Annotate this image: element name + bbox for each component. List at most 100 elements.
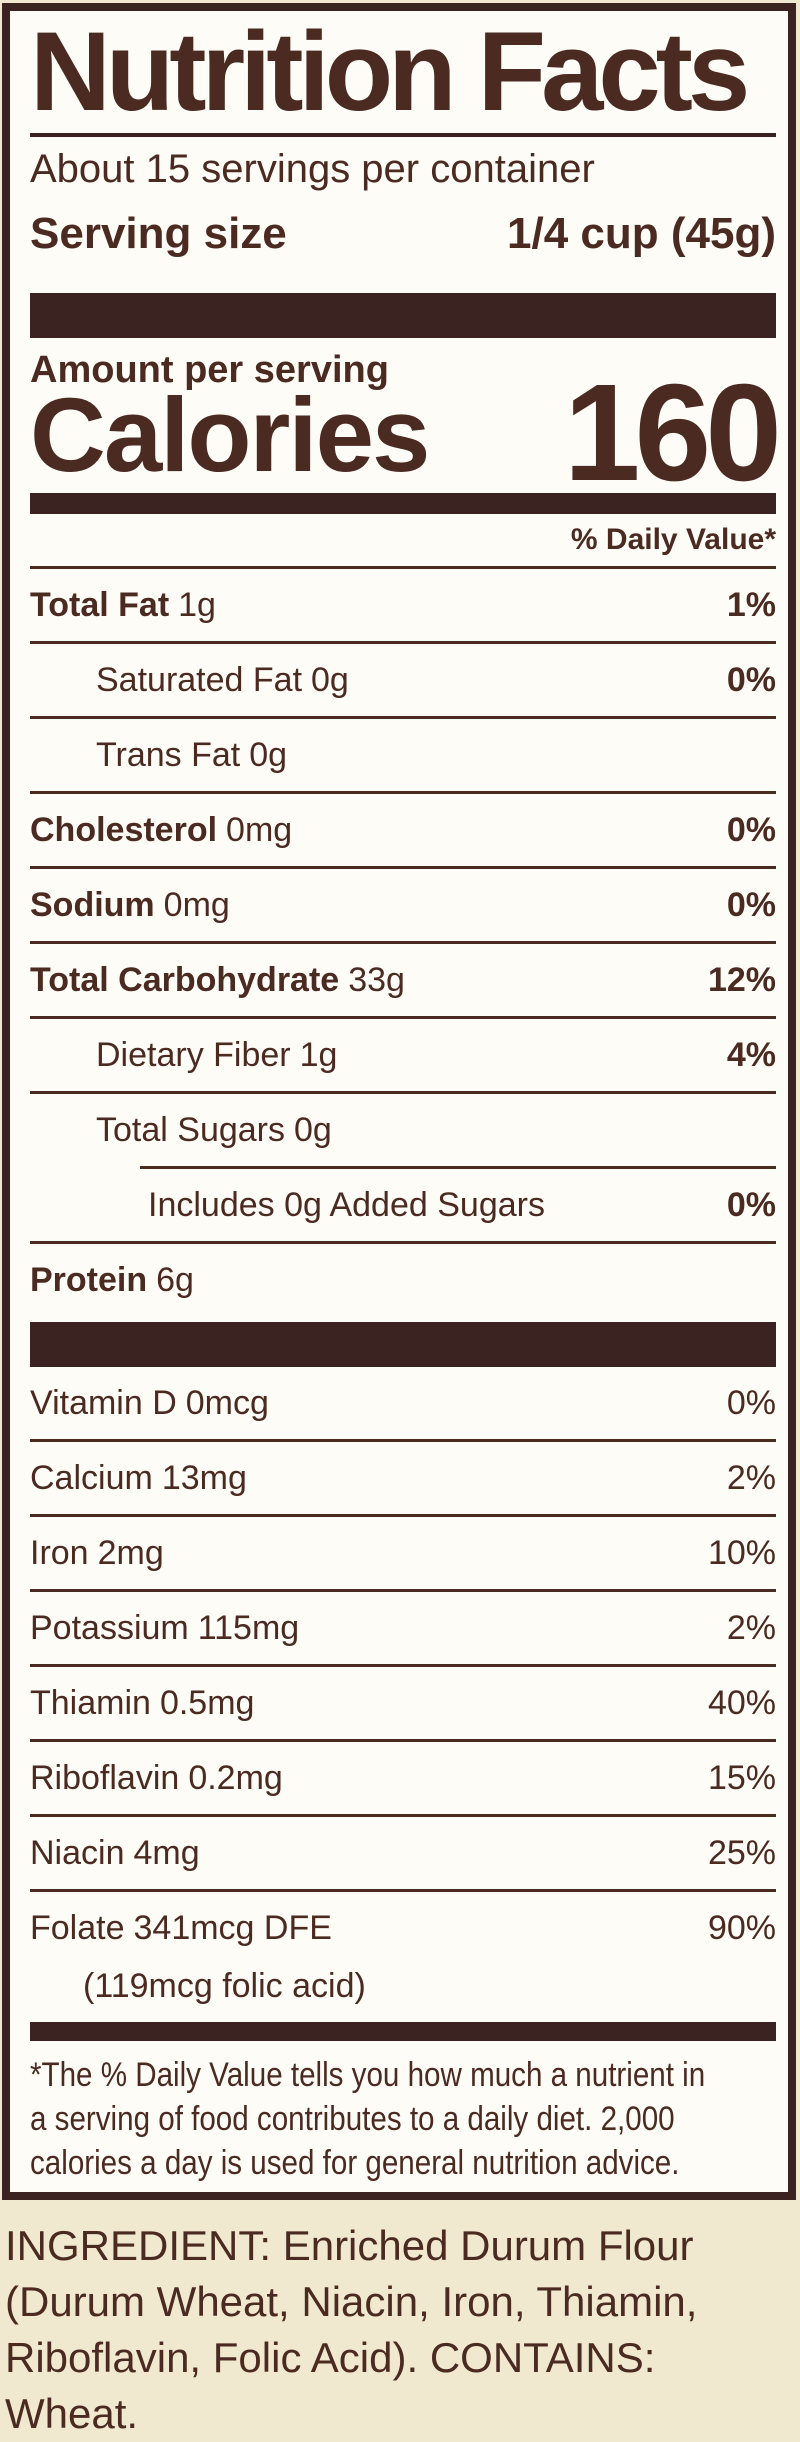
nutrient-row-dietary-fiber: Dietary Fiber 1g 4% [30, 1019, 776, 1091]
vitamin-row-iron: Iron 2mg 10% [30, 1517, 776, 1589]
ingredient-line: Wheat. [5, 2390, 139, 2437]
nutrient-name: Total Fat [30, 586, 170, 624]
nutrient-name: Sodium [30, 886, 155, 924]
daily-value-header: % Daily Value* [570, 523, 776, 556]
divider-rule [30, 1241, 776, 1244]
vitamin-row-thiamin: Thiamin 0.5mg 40% [30, 1667, 776, 1739]
vitamin-dv: 10% [707, 1534, 776, 1572]
nutrient-amount: 0g [311, 661, 349, 699]
ingredient-line: INGREDIENT: Enriched Durum Flour [5, 2222, 694, 2269]
nutrient-dv: 4% [726, 1036, 776, 1074]
vitamin-name: Potassium [30, 1609, 189, 1647]
nutrient-row-total-fat: Total Fat 1g 1% [30, 569, 776, 641]
nutrient-dv: 12% [707, 961, 776, 999]
nutrient-name: Total Sugars [96, 1111, 285, 1149]
nutrient-row-sodium: Sodium 0mg 0% [30, 869, 776, 941]
ingredient-line: Riboflavin, Folic Acid). CONTAINS: [5, 2334, 656, 2381]
vitamin-row-niacin: Niacin 4mg 25% [30, 1817, 776, 1889]
nutrient-name: Protein [30, 1261, 148, 1299]
nutrient-name: Cholesterol [30, 811, 218, 849]
vitamin-amount: 341mcg DFE [133, 1909, 332, 1947]
nutrient-row-cholesterol: Cholesterol 0mg 0% [30, 794, 776, 866]
nutrient-name: Includes 0g Added Sugars [148, 1186, 545, 1224]
vitamin-amount: 0mcg [185, 1384, 269, 1422]
vitamin-amount: 0.2mg [188, 1759, 283, 1797]
serving-size-row: Serving size 1/4 cup (45g) [30, 205, 776, 263]
nutrient-amount: 0g [294, 1111, 332, 1149]
ingredient-line: (Durum Wheat, Niacin, Iron, Thiamin, [5, 2278, 698, 2325]
vitamin-dv: 40% [707, 1684, 776, 1722]
nutrient-amount: 1g [299, 1036, 338, 1074]
divider-rule [30, 1889, 776, 1892]
divider-rule [30, 1739, 776, 1742]
vitamin-row-folate: Folate 341mcg DFE 90% [30, 1892, 776, 1964]
footnote-line: *The % Daily Value tells you how much a … [30, 2056, 706, 2094]
nutrient-row-total-sugars: Total Sugars 0g [30, 1094, 776, 1166]
nutrient-amount: 1g [178, 586, 216, 624]
divider-rule-indented [140, 1166, 776, 1169]
divider-rule [30, 1091, 776, 1094]
footnote-line: a serving of food contributes to a daily… [30, 2100, 675, 2138]
vitamin-name: Iron [30, 1534, 89, 1572]
ingredient-statement: INGREDIENT: Enriched Durum Flour (Durum … [5, 2218, 800, 2442]
calories-value: 160 [563, 356, 782, 510]
nutrient-dv: 1% [726, 586, 776, 624]
vitamin-name: Thiamin [30, 1684, 151, 1722]
divider-rule [30, 1016, 776, 1019]
nutrient-row-saturated-fat: Saturated Fat 0g 0% [30, 644, 776, 716]
nutrient-row-added-sugars: Includes 0g Added Sugars 0% [30, 1169, 776, 1241]
nutrient-row-trans-fat: Trans Fat 0g [30, 719, 776, 791]
nutrition-facts-panel: Nutrition Facts About 15 servings per co… [2, 3, 796, 2200]
nutrient-name: Saturated Fat [96, 661, 303, 699]
section-bar-medium [30, 2022, 776, 2041]
section-bar-medium [30, 493, 776, 514]
vitamin-name: Niacin [30, 1834, 125, 1872]
nutrient-row-total-carbohydrate: Total Carbohydrate 33g 12% [30, 944, 776, 1016]
vitamin-row-calcium: Calcium 13mg 2% [30, 1442, 776, 1514]
vitamin-dv: 2% [726, 1459, 776, 1497]
vitamin-amount: 2mg [97, 1534, 164, 1572]
vitamin-name: Riboflavin [30, 1759, 180, 1797]
nutrient-amount: 0g [249, 736, 288, 774]
vitamin-dv: 0% [726, 1384, 776, 1422]
divider-rule [30, 1439, 776, 1442]
folate-note: (119mcg folic acid) [83, 1967, 366, 2005]
nutrient-dv: 0% [726, 661, 776, 699]
vitamin-name: Folate [30, 1909, 125, 1947]
nutrient-amount: 33g [348, 961, 405, 999]
section-bar-thick [30, 1322, 776, 1367]
divider-rule [30, 1514, 776, 1517]
serving-size-label: Serving size [30, 209, 287, 258]
daily-value-footnote: *The % Daily Value tells you how much a … [30, 2041, 776, 2185]
nutrient-name: Dietary Fiber [96, 1036, 291, 1074]
nutrient-name: Trans Fat [96, 736, 241, 774]
vitamin-row-potassium: Potassium 115mg 2% [30, 1592, 776, 1664]
nutrient-dv: 0% [726, 886, 776, 924]
divider-rule [30, 133, 776, 137]
nutrient-amount: 0mg [163, 886, 230, 924]
section-bar-thick [30, 293, 776, 338]
vitamin-name: Vitamin D [30, 1384, 177, 1422]
divider-rule [30, 716, 776, 719]
vitamin-dv: 90% [707, 1909, 776, 1947]
panel-title: Nutrition Facts [30, 9, 750, 134]
divider-rule [30, 1664, 776, 1667]
calories-label: Calories [30, 377, 430, 494]
vitamin-amount: 115mg [197, 1609, 300, 1647]
footnote-line: calories a day is used for general nutri… [30, 2144, 680, 2182]
nutrient-row-protein: Protein 6g [30, 1244, 776, 1316]
nutrient-amount: 0mg [226, 811, 293, 849]
package-background: { "colors": { "ink": "#4b2a22", "bar": "… [0, 3, 800, 2437]
divider-rule [30, 941, 776, 944]
vitamin-amount: 13mg [161, 1459, 247, 1497]
nutrient-name: Total Carbohydrate [30, 961, 340, 999]
vitamin-dv: 2% [726, 1609, 776, 1647]
divider-rule [30, 791, 776, 794]
divider-rule [30, 1814, 776, 1817]
divider-rule [30, 1589, 776, 1592]
nutrient-dv: 0% [726, 1186, 776, 1224]
servings-per-container: About 15 servings per container [30, 147, 595, 191]
vitamin-row-vitamin-d: Vitamin D 0mcg 0% [30, 1367, 776, 1439]
vitamin-row-riboflavin: Riboflavin 0.2mg 15% [30, 1742, 776, 1814]
nutrient-amount: 6g [156, 1261, 194, 1299]
